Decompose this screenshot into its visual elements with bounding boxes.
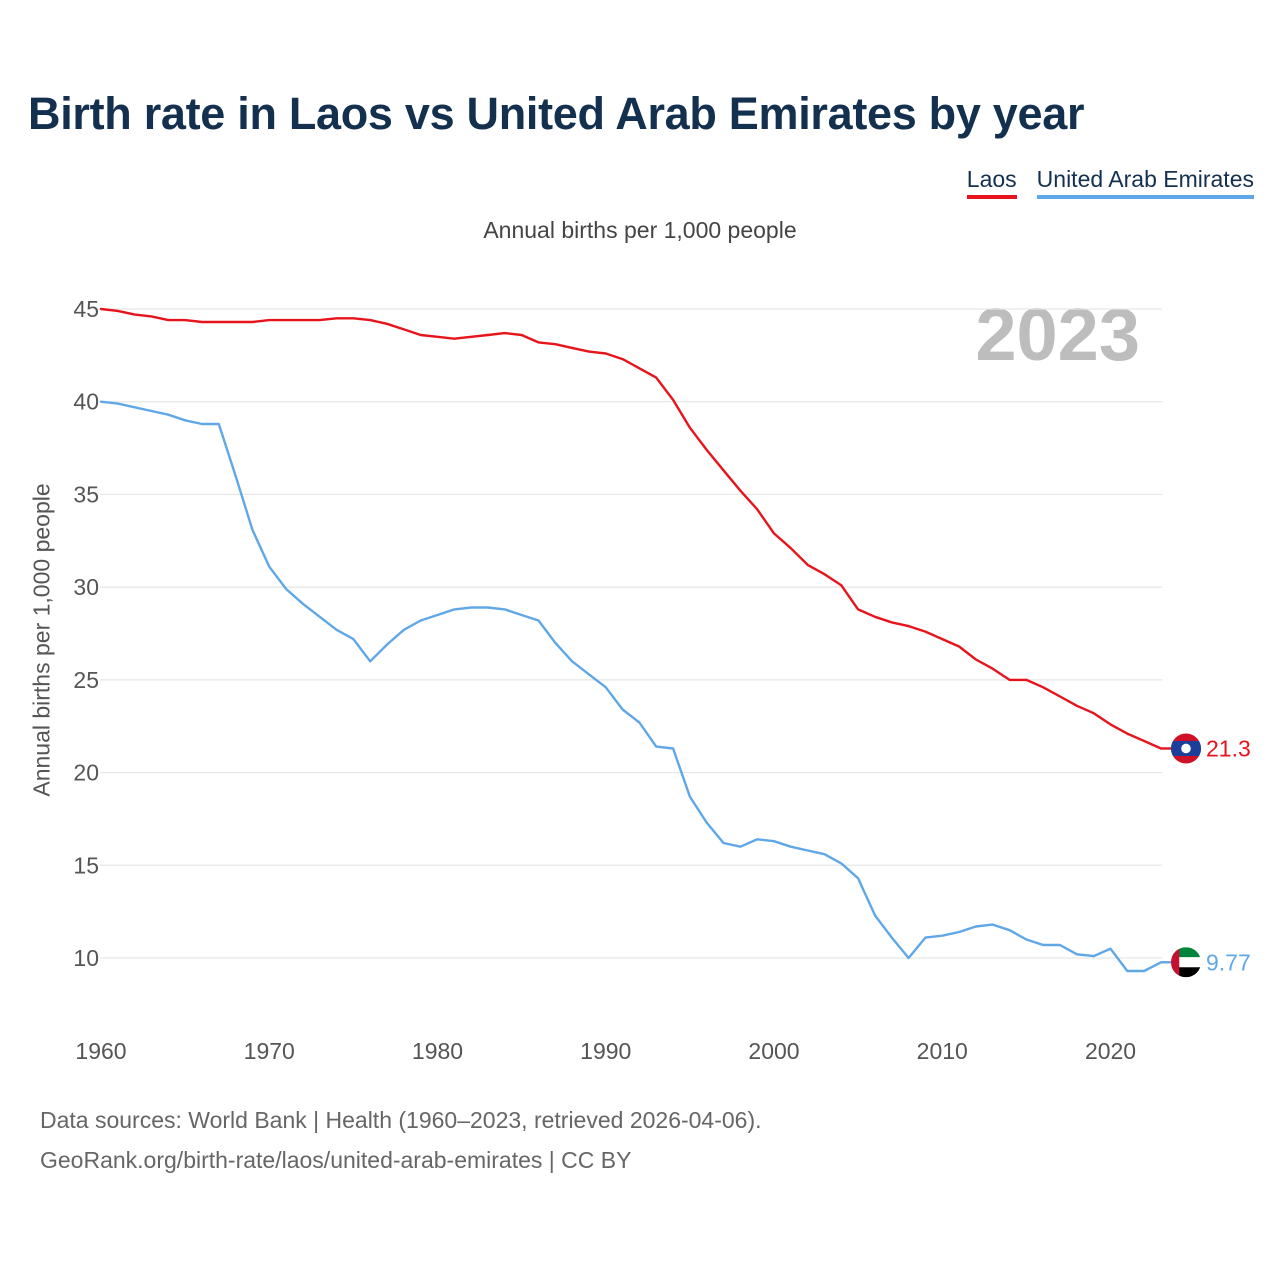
y-tick-label: 15: [73, 852, 99, 878]
uae-end-value: 9.77: [1206, 949, 1251, 975]
series-line-laos: [99, 307, 1163, 750]
x-tick-label: 1960: [75, 1038, 126, 1064]
series-line-united-arab-emirates: [99, 400, 1163, 973]
y-tick-label: 10: [73, 945, 99, 971]
y-tick-labels: 10 15 20 25 30 35 40 45: [73, 296, 99, 971]
y-tick-label: 25: [73, 667, 99, 693]
y-tick-label: 35: [73, 481, 99, 507]
x-tick-label: 2020: [1085, 1038, 1136, 1064]
grid-lines: [100, 308, 1162, 959]
chart-title: Birth rate in Laos vs United Arab Emirat…: [28, 88, 1085, 139]
source-line-2: GeoRank.org/birth-rate/laos/united-arab-…: [40, 1147, 632, 1173]
x-tick-label: 1970: [244, 1038, 295, 1064]
x-tick-label: 1990: [580, 1038, 631, 1064]
y-tick-label: 45: [73, 296, 99, 322]
y-tick-label: 20: [73, 760, 99, 786]
legend: Laos United Arab Emirates: [966, 166, 1254, 199]
source-line-1: Data sources: World Bank | Health (1960–…: [40, 1107, 762, 1133]
laos-flag-icon: [1171, 733, 1201, 764]
legend-item-laos[interactable]: Laos: [966, 166, 1017, 199]
chart-subtitle: Annual births per 1,000 people: [483, 217, 797, 243]
x-tick-labels: 1960 1970 1980 1990 2000 2010 2020: [75, 1038, 1136, 1064]
y-tick-label: 30: [73, 574, 99, 600]
x-tick-label: 1980: [412, 1038, 463, 1064]
x-tick-label: 2010: [917, 1038, 968, 1064]
series-lines: [99, 307, 1163, 973]
legend-item-united-arab-emirates[interactable]: United Arab Emirates: [1036, 166, 1254, 199]
laos-end-value: 21.3: [1206, 735, 1251, 761]
uae-flag-icon: [1171, 947, 1201, 978]
x-tick-label: 2000: [748, 1038, 799, 1064]
year-badge: 2023: [975, 293, 1140, 376]
y-tick-label: 40: [73, 389, 99, 415]
end-markers: 21.3 9.77: [1161, 733, 1251, 978]
